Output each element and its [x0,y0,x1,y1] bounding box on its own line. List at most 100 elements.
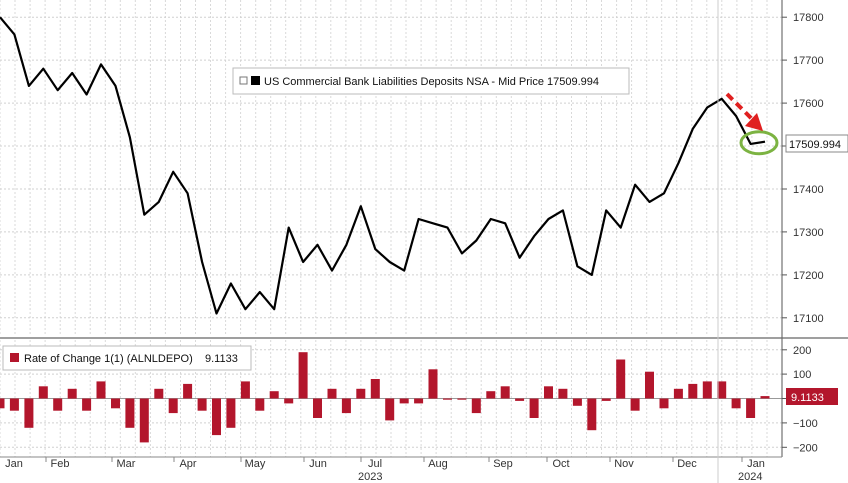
year-label-2024: 2024 [738,471,762,483]
roc-bar [269,391,279,399]
roc-bars [0,352,770,443]
roc-bar [673,388,683,399]
roc-bar [38,386,48,399]
roc-bar [659,398,669,409]
roc-bar [313,398,322,418]
x-tick-label-month: Jun [309,458,327,470]
roc-bar [457,398,467,400]
y-tick-label-lower: −100 [793,418,818,430]
roc-bar [212,398,221,436]
y-tick-label-upper: 17100 [793,313,824,325]
x-tick-label-month: Dec [677,458,697,470]
legend-toggle-icon[interactable] [239,76,248,85]
roc-bar [24,398,34,428]
y-tick-label-lower: 100 [793,369,811,381]
upper-tag-text: 17509.994 [789,139,841,151]
roc-bar [443,398,452,400]
x-tick-label-month: Jan [5,458,23,470]
roc-bar [356,388,366,399]
upper-grid [0,0,783,335]
roc-bar [111,398,120,409]
legend-swatch-icon [251,76,260,85]
x-tick-label-month: Mar [117,458,136,470]
roc-bar [139,398,149,443]
annotation-layer [725,92,779,156]
roc-bar [471,398,481,414]
roc-bar [125,398,135,428]
roc-bar [183,383,193,399]
roc-bar [168,398,178,414]
upper-legend: US Commercial Bank Liabilities Deposits … [232,67,630,95]
roc-bar [399,398,409,404]
y-tick-label-upper: 17700 [793,55,824,67]
y-tick-label-upper: 17200 [793,270,824,282]
y-tick-label-lower: −200 [793,442,818,454]
roc-bar [702,381,712,399]
y-tick-label-upper: 17600 [793,98,824,110]
roc-bar [616,359,626,399]
upper-legend-text: US Commercial Bank Liabilities Deposits … [264,76,599,88]
year-label-2023: 2023 [358,471,382,483]
roc-bar [370,379,380,399]
upper-legend-box [232,67,630,95]
roc-bar [341,398,351,414]
roc-bar [0,398,5,409]
arrow-down-icon [745,113,763,131]
roc-bar [529,398,539,418]
roc-bar [587,398,597,431]
highlight-circle [739,130,779,156]
y-tick-label-lower: 200 [793,345,811,357]
roc-bar [154,388,164,399]
y-tick-label-upper: 17800 [793,12,824,24]
roc-bar [630,398,640,411]
roc-bar [515,398,525,401]
x-tick-label-month: Aug [428,458,448,470]
roc-bar [558,388,568,399]
roc-bar [414,398,424,404]
roc-bar [226,398,236,428]
roc-bar [544,386,553,399]
roc-bar [688,383,698,399]
deposits-line-layer [0,16,766,315]
roc-bar [717,381,727,399]
lower-legend-value: 9.1133 [205,353,238,365]
lower-tag-text: 9.1133 [791,392,824,404]
lower-legend-name: Rate of Change 1(1) (ALNLDEPO) [24,353,193,365]
x-tick-label-month: Feb [51,458,70,470]
upper-last-value-tag: 17509.994 [785,134,848,153]
x-tick-label-month: Jan [747,458,765,470]
roc-bar [255,398,265,411]
roc-bar [746,398,756,418]
x-tick-label-month: Nov [614,458,634,470]
roc-bar [601,398,611,401]
y-tick-label-upper: 17300 [793,227,824,239]
lower-legend-box [2,345,252,371]
lower-legend: Rate of Change 1(1) (ALNLDEPO) 9.1133 [2,345,252,371]
roc-bar [500,386,510,399]
x-tick-label-month: May [245,458,266,470]
roc-bar [645,371,654,399]
roc-bar [327,388,337,399]
roc-bar [486,391,496,399]
x-tick-label-month: Oct [552,458,569,470]
lower-tag-box [786,388,838,405]
roc-bar [67,388,77,399]
trend-arrow-shaft [725,92,755,122]
roc-bar [572,398,582,406]
deposits-line [0,16,766,315]
x-tick-label-month: Apr [179,458,196,470]
roc-bar [82,398,92,411]
roc-bar [385,398,395,421]
roc-bar [240,381,250,399]
roc-bar [9,398,19,411]
lower-legend-swatch-icon [10,353,19,362]
roc-bar [96,381,106,399]
roc-bar [731,398,741,409]
roc-bar [197,398,207,411]
roc-bar [428,369,438,399]
y-tick-label-upper: 17400 [793,184,824,196]
roc-bar [298,352,308,399]
